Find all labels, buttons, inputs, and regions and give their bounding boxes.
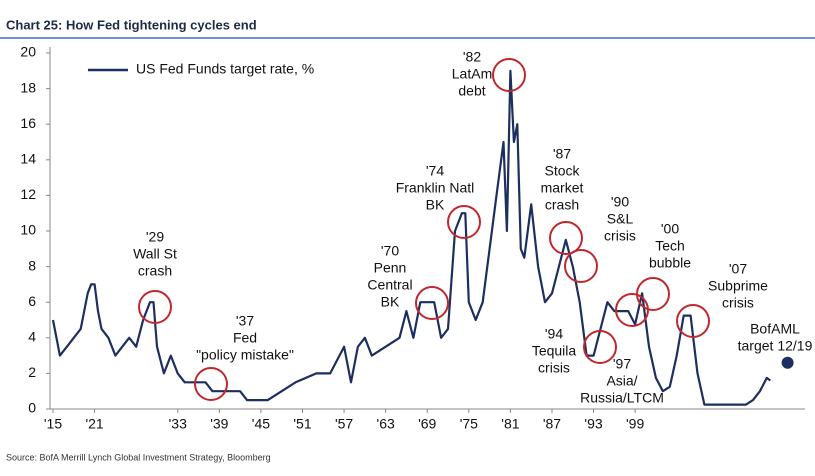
source: Source: BofA Merrill Lynch Global Invest… bbox=[6, 452, 271, 462]
x-tick-label: '51 bbox=[293, 416, 311, 432]
highlight-circle bbox=[676, 304, 710, 338]
annotation: '37 bbox=[236, 313, 254, 329]
x-tick-label: '93 bbox=[584, 416, 602, 432]
target-point bbox=[781, 356, 794, 369]
x-tick-label: '45 bbox=[252, 416, 270, 432]
annotation: BK bbox=[426, 197, 445, 213]
annotation: Wall St bbox=[133, 246, 177, 262]
annotation: '94 bbox=[545, 326, 563, 342]
annotation: '97 bbox=[613, 356, 631, 372]
x-tick-label: '87 bbox=[543, 416, 561, 432]
highlight-circle bbox=[415, 286, 449, 320]
annotation: Tech bbox=[655, 238, 685, 254]
highlight-circle bbox=[447, 205, 481, 239]
annotation: market bbox=[541, 180, 584, 196]
annotation: '82 bbox=[463, 49, 481, 65]
annotation: Tequila bbox=[532, 343, 577, 359]
annotation: crisis bbox=[538, 360, 570, 376]
x-tick-label: '33 bbox=[169, 416, 187, 432]
chart-title: Chart 25: How Fed tightening cycles end bbox=[6, 17, 257, 32]
series-line bbox=[51, 69, 771, 406]
highlight-circle bbox=[564, 249, 598, 283]
y-tick-label: 12 bbox=[20, 186, 36, 202]
x-tick-label: '81 bbox=[501, 416, 519, 432]
annotation: crisis bbox=[722, 295, 754, 311]
highlight-circle bbox=[636, 277, 670, 311]
annotation: crash bbox=[138, 263, 172, 279]
legend-label: US Fed Funds target rate, % bbox=[136, 61, 314, 77]
y-tick-label: 14 bbox=[20, 151, 36, 167]
highlight-circle bbox=[549, 221, 583, 255]
y-tick-label: 10 bbox=[20, 222, 36, 238]
highlight-circle bbox=[492, 58, 526, 92]
y-tick-label: 2 bbox=[28, 364, 36, 380]
x-tick-label: '63 bbox=[377, 416, 395, 432]
x-tick-label: '57 bbox=[335, 416, 353, 432]
annotation: '87 bbox=[553, 146, 571, 162]
x-tick-label: '69 bbox=[418, 416, 436, 432]
target-label: BofAML bbox=[750, 321, 800, 337]
annotation: Franklin Natl bbox=[396, 180, 475, 196]
y-tick-label: 8 bbox=[28, 257, 36, 273]
x-tick-label: '99 bbox=[626, 416, 644, 432]
annotation: BK bbox=[381, 294, 400, 310]
y-tick-label: 20 bbox=[20, 44, 36, 60]
annotation: "policy mistake" bbox=[196, 347, 294, 363]
annotation: Penn bbox=[374, 260, 407, 276]
y-tick-label: 18 bbox=[20, 79, 36, 95]
x-tick-label: '21 bbox=[85, 416, 103, 432]
annotation: '74 bbox=[426, 163, 444, 179]
target-label: target 12/19 bbox=[738, 338, 813, 354]
highlight-circle bbox=[194, 367, 228, 401]
annotation: crisis bbox=[604, 228, 636, 244]
x-tick-label: '15 bbox=[44, 416, 62, 432]
x-tick-label: '75 bbox=[460, 416, 478, 432]
y-tick-label: 16 bbox=[20, 115, 36, 131]
annotation: S&L bbox=[607, 211, 634, 227]
y-tick-label: 6 bbox=[28, 293, 36, 309]
annotation: '70 bbox=[381, 243, 399, 259]
annotation: '90 bbox=[611, 194, 629, 210]
annotation: Russia/LTCM bbox=[580, 390, 664, 406]
annotation: debt bbox=[458, 83, 485, 99]
annotation: '00 bbox=[661, 221, 679, 237]
annotation: Stock bbox=[544, 163, 580, 179]
annotation: Asia/ bbox=[606, 373, 637, 389]
annotation: '29 bbox=[146, 229, 164, 245]
highlight-circle bbox=[138, 290, 172, 324]
annotation: LatAm bbox=[452, 66, 492, 82]
annotation: crash bbox=[545, 197, 579, 213]
y-tick-label: 0 bbox=[28, 400, 36, 416]
y-tick-label: 4 bbox=[28, 329, 36, 345]
annotation: '07 bbox=[729, 261, 747, 277]
annotation: Subprime bbox=[708, 278, 768, 294]
annotation: Fed bbox=[233, 330, 257, 346]
x-tick-label: '39 bbox=[210, 416, 228, 432]
annotation: bubble bbox=[649, 255, 691, 271]
highlight-circle bbox=[583, 330, 617, 364]
annotation: Central bbox=[367, 277, 412, 293]
